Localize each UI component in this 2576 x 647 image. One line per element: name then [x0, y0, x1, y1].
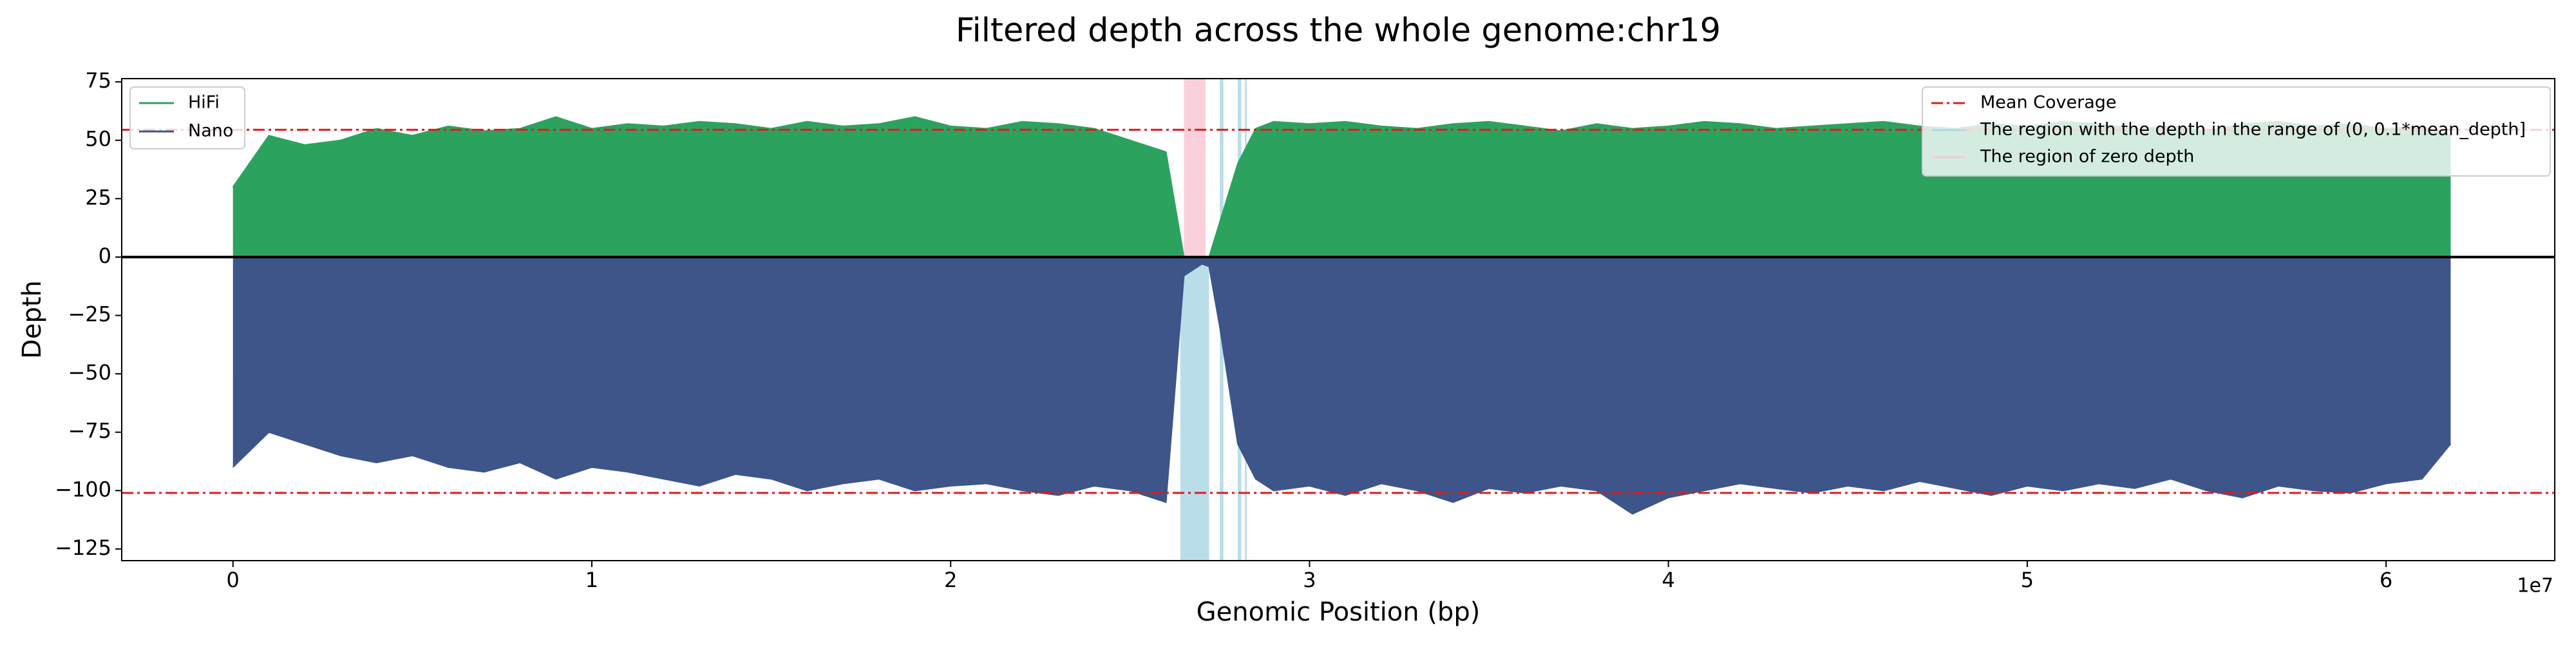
x-tick-label: 0	[227, 568, 240, 592]
plot-frame	[121, 78, 2555, 561]
x-tick-label: 5	[2021, 568, 2034, 592]
y-tick-label: −75	[68, 419, 111, 443]
x-tick-label: 6	[2380, 568, 2392, 592]
x-tick-label: 1	[585, 568, 598, 592]
y-tick-label: −50	[68, 360, 111, 385]
y-tick-label: 75	[85, 68, 111, 93]
area-fill	[232, 117, 2451, 257]
y-tick-label: 25	[85, 185, 111, 209]
legend-label: Mean Coverage	[1980, 93, 2117, 113]
legend-label: The region with the depth in the range o…	[1980, 120, 2526, 140]
chart-title: Filtered depth across the whole genome:c…	[956, 12, 1721, 50]
x-offset-label: 1e7	[2517, 575, 2553, 597]
y-tick-label: −125	[55, 536, 111, 560]
x-axis-label: Genomic Position (bp)	[1197, 597, 1481, 627]
y-axis-label: Depth	[17, 280, 47, 359]
area-fill	[232, 256, 2451, 514]
x-tick-label: 4	[1662, 568, 1674, 592]
legend-box	[1922, 86, 2551, 177]
y-tick-label: 50	[85, 127, 111, 151]
series-line	[232, 263, 2452, 515]
y-tick-label: 0	[99, 244, 111, 268]
region-span	[1180, 256, 1209, 561]
legend-label: The region of zero depth	[1980, 147, 2194, 167]
x-tick-label: 2	[944, 568, 957, 592]
y-tick-label: −100	[55, 477, 111, 501]
y-tick-label: −25	[68, 302, 111, 326]
legend-label: Nano	[188, 121, 233, 141]
legend-label: HiFi	[188, 93, 220, 113]
x-tick-label: 3	[1303, 568, 1316, 592]
region-span	[1184, 79, 1206, 257]
